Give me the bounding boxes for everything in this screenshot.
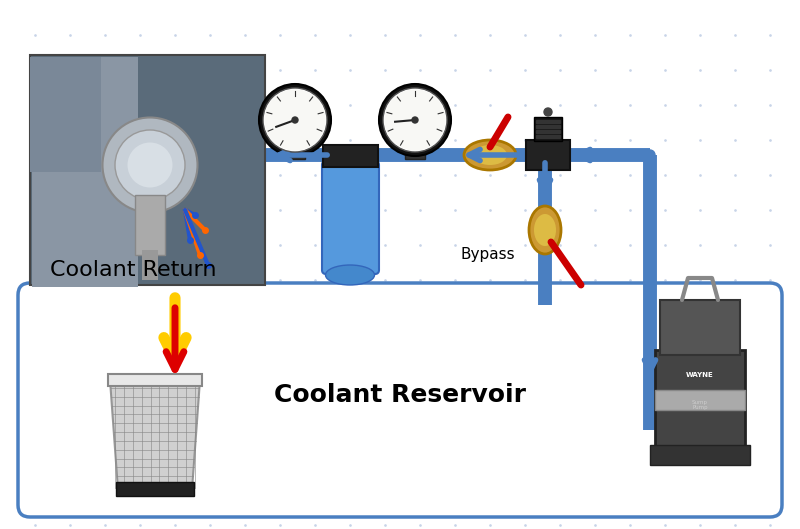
Bar bbox=[660, 300, 740, 355]
Text: Bypass: Bypass bbox=[460, 248, 514, 262]
Polygon shape bbox=[110, 380, 200, 490]
Bar bbox=[650, 445, 750, 465]
Ellipse shape bbox=[534, 214, 556, 246]
Bar bbox=[135, 195, 165, 255]
Circle shape bbox=[263, 88, 327, 152]
FancyBboxPatch shape bbox=[322, 161, 379, 274]
Bar bbox=[142, 250, 158, 280]
Bar bbox=[536, 125, 560, 128]
Circle shape bbox=[385, 90, 445, 150]
Ellipse shape bbox=[326, 265, 374, 285]
Circle shape bbox=[259, 84, 331, 156]
Bar bbox=[108, 374, 202, 386]
Circle shape bbox=[292, 117, 298, 123]
Bar bbox=[323, 145, 378, 167]
Bar bbox=[534, 117, 562, 141]
Bar bbox=[116, 482, 194, 496]
Bar bbox=[285, 147, 305, 159]
Ellipse shape bbox=[102, 117, 198, 213]
Bar bbox=[405, 147, 425, 159]
Text: Coolant Return: Coolant Return bbox=[50, 260, 217, 280]
Bar bbox=[655, 390, 745, 410]
Circle shape bbox=[412, 117, 418, 123]
Text: WAYNE: WAYNE bbox=[686, 372, 714, 378]
Circle shape bbox=[645, 150, 655, 160]
Bar bbox=[536, 120, 560, 123]
Ellipse shape bbox=[464, 140, 516, 170]
Bar bbox=[32, 57, 138, 287]
Bar bbox=[655, 350, 745, 455]
Circle shape bbox=[265, 90, 325, 150]
FancyBboxPatch shape bbox=[18, 283, 782, 517]
Ellipse shape bbox=[544, 108, 552, 116]
Ellipse shape bbox=[473, 145, 507, 165]
Ellipse shape bbox=[127, 142, 173, 187]
Text: Sump
Pump: Sump Pump bbox=[692, 399, 708, 411]
Ellipse shape bbox=[115, 130, 185, 200]
Text: Coolant Reservoir: Coolant Reservoir bbox=[274, 383, 526, 407]
Bar bbox=[526, 140, 570, 170]
Circle shape bbox=[383, 88, 447, 152]
Bar bbox=[30, 57, 101, 172]
Bar bbox=[30, 55, 265, 285]
Bar bbox=[536, 130, 560, 133]
Circle shape bbox=[379, 84, 451, 156]
Bar bbox=[536, 135, 560, 138]
Ellipse shape bbox=[529, 206, 561, 254]
